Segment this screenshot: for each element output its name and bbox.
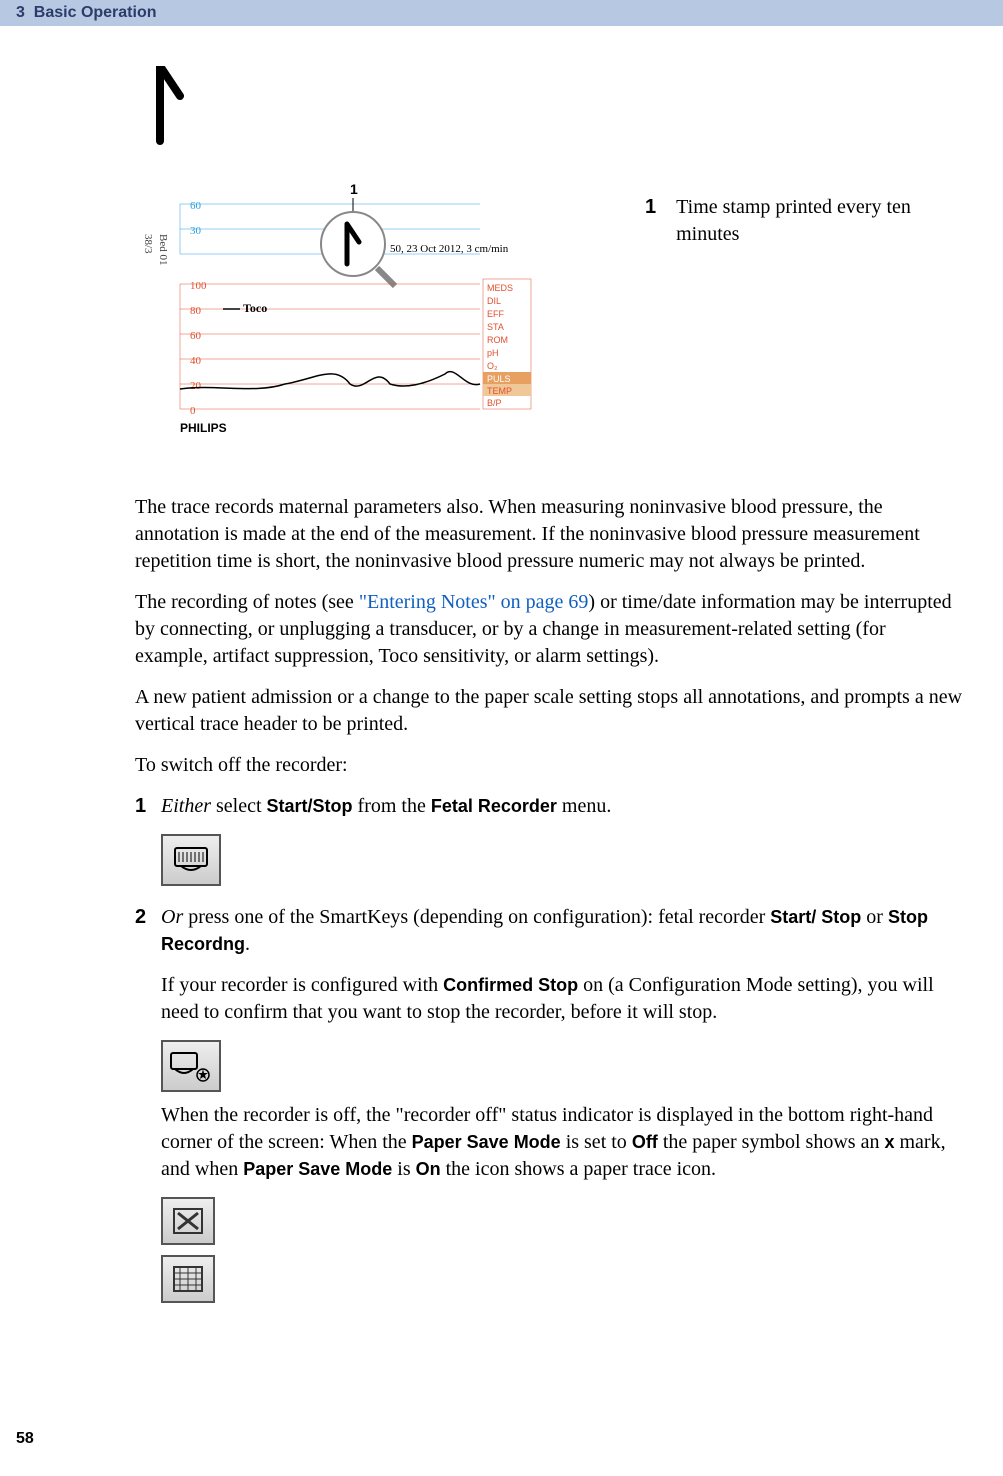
ui-label-paper-save-mode-2: Paper Save Mode xyxy=(243,1159,392,1179)
page-number: 58 xyxy=(16,1430,34,1448)
trace-chart-figure: 38/3 Bed 01 60 30 1 xyxy=(135,184,565,464)
link-entering-notes[interactable]: "Entering Notes" on page 69 xyxy=(359,591,589,613)
svg-text:MEDS: MEDS xyxy=(487,283,513,293)
timestamp-text: 50, 23 Oct 2012, 3 cm/min xyxy=(390,243,509,255)
step-2-line-3: When the recorder is off, the "recorder … xyxy=(161,1102,963,1183)
ui-label-x: x xyxy=(884,1132,894,1152)
svg-text:60: 60 xyxy=(190,200,202,212)
chapter-title: Basic Operation xyxy=(34,4,157,21)
step-2-line-1: Or press one of the SmartKeys (depending… xyxy=(161,904,963,958)
side-label-column: MEDS DIL EFF STA ROM pH O₂ PULS TEMP B/P xyxy=(483,279,531,409)
step-1-text: Either select Start/Stop from the Fetal … xyxy=(161,793,963,820)
recorder-smartkey-star-icon xyxy=(161,1040,221,1092)
svg-text:pH: pH xyxy=(487,348,499,358)
svg-text:30: 30 xyxy=(190,225,202,237)
step-2-line-2: If your recorder is configured with Conf… xyxy=(161,972,963,1026)
ui-label-confirmed-stop: Confirmed Stop xyxy=(443,975,578,995)
figure-caption: 1 Time stamp printed every ten minutes xyxy=(645,194,963,248)
ui-label-fetal-recorder: Fetal Recorder xyxy=(431,796,557,816)
chart-vertical-label-2: Bed 01 xyxy=(157,234,169,265)
recorder-smartkey-icon xyxy=(161,834,221,886)
trace-arrow-icon xyxy=(145,66,963,154)
ui-label-on: On xyxy=(416,1159,441,1179)
svg-text:0: 0 xyxy=(190,405,196,417)
svg-text:B/P: B/P xyxy=(487,398,502,408)
paper-trace-icon xyxy=(161,1255,215,1303)
svg-text:PULS: PULS xyxy=(487,374,511,384)
svg-text:ROM: ROM xyxy=(487,335,508,345)
svg-text:DIL: DIL xyxy=(487,296,501,306)
ui-label-off: Off xyxy=(632,1132,658,1152)
caption-number: 1 xyxy=(645,194,656,221)
step-number-1: 1 xyxy=(135,793,161,820)
chapter-number: 3 xyxy=(16,4,25,21)
body-para-2: The recording of notes (see "Entering No… xyxy=(135,589,963,670)
svg-text:EFF: EFF xyxy=(487,309,505,319)
svg-text:80: 80 xyxy=(190,305,202,317)
caption-text: Time stamp printed every ten minutes xyxy=(676,194,963,248)
step-number-2: 2 xyxy=(135,904,161,931)
brand-label: PHILIPS xyxy=(180,421,227,435)
lower-toco-chart: 100 80 60 40 20 0 Toco xyxy=(180,280,480,417)
svg-text:STA: STA xyxy=(487,322,504,332)
chapter-header: 3 Basic Operation xyxy=(0,0,1003,26)
svg-text:40: 40 xyxy=(190,355,202,367)
figure-callout-number: 1 xyxy=(350,184,358,197)
svg-text:Toco: Toco xyxy=(243,301,267,315)
svg-text:20: 20 xyxy=(190,380,202,392)
svg-text:TEMP: TEMP xyxy=(487,386,512,396)
chart-vertical-label-1: 38/3 xyxy=(142,234,154,254)
body-para-4: To switch off the recorder: xyxy=(135,752,963,779)
ui-label-paper-save-mode-1: Paper Save Mode xyxy=(412,1132,561,1152)
paper-x-icon xyxy=(161,1197,215,1245)
svg-text:100: 100 xyxy=(190,280,207,292)
svg-text:O₂: O₂ xyxy=(487,361,498,371)
ui-label-start-stop: Start/Stop xyxy=(267,796,353,816)
svg-text:60: 60 xyxy=(190,330,202,342)
body-para-1: The trace records maternal parameters al… xyxy=(135,494,963,575)
body-para-3: A new patient admission or a change to t… xyxy=(135,684,963,738)
magnifier-icon xyxy=(321,212,395,286)
ui-label-start-stop-2: Start/ Stop xyxy=(770,907,861,927)
